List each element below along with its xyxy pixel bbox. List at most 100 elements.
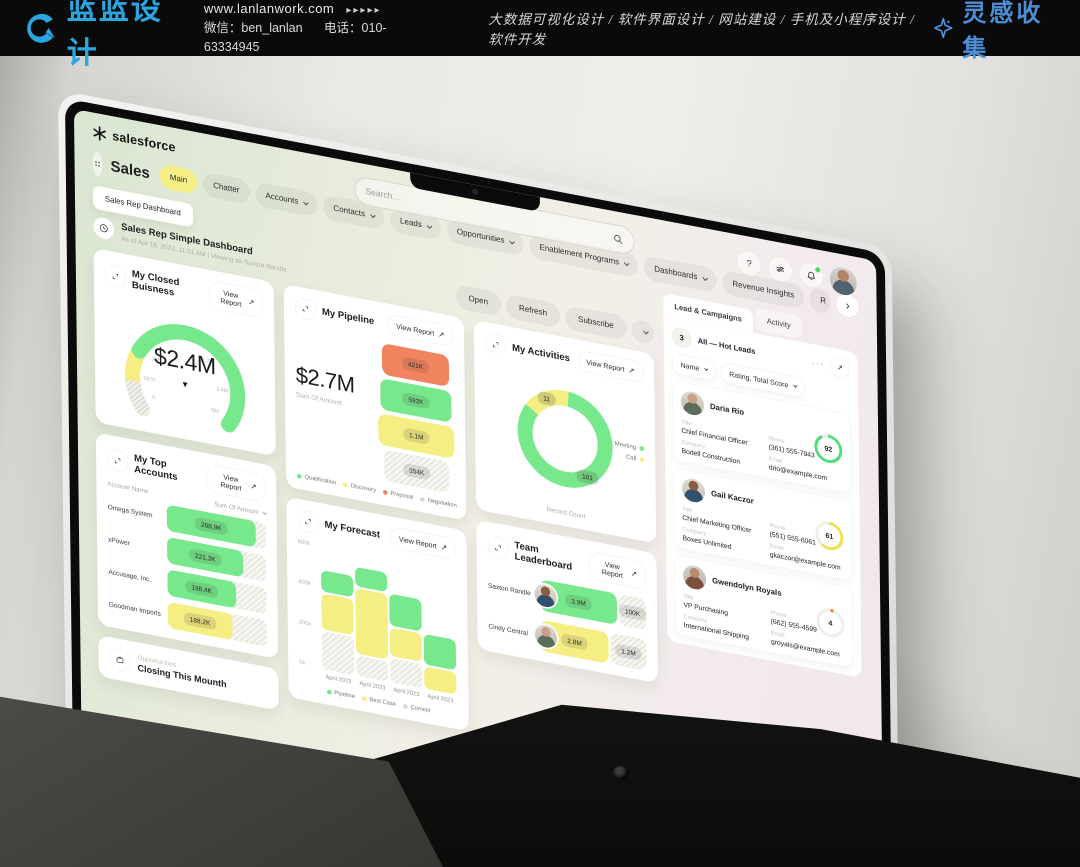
open-panel-button[interactable]: ↗	[829, 355, 850, 380]
laptop: salesforce ?	[58, 90, 900, 867]
help-button[interactable]: ?	[736, 248, 762, 279]
nav-tab-dashboards[interactable]: Dashboards	[644, 255, 717, 294]
chevron-down-icon	[643, 328, 649, 335]
notifications-button[interactable]	[798, 260, 824, 291]
expand-button[interactable]	[106, 448, 129, 474]
search-icon[interactable]	[613, 233, 624, 246]
expand-button[interactable]	[294, 296, 317, 322]
help-icon: ?	[746, 257, 752, 269]
more-actions-button[interactable]	[631, 318, 654, 345]
settings-button[interactable]	[767, 254, 793, 285]
camera-icon	[472, 188, 479, 196]
view-report-button[interactable]: View Report ↗	[387, 313, 454, 348]
nav-tab-chatter[interactable]: Chatter	[203, 171, 250, 205]
laptop-bezel: salesforce ?	[64, 98, 893, 867]
bar-value: 188,2K	[183, 611, 217, 631]
column-2: My Pipeline View Report ↗ $2.7M	[283, 284, 469, 747]
lead-filter-label[interactable]: All — Hot Leads	[697, 336, 756, 356]
bar-value: 221,3K	[188, 547, 222, 567]
activities-card: My Activities View Report ↗	[473, 319, 657, 544]
expand-icon	[495, 545, 501, 551]
more-options-icon[interactable]: ···	[811, 356, 824, 370]
laptop-screen: salesforce ?	[73, 108, 884, 867]
expand-icon	[305, 518, 311, 525]
view-report-button[interactable]: View Report ↗	[390, 526, 456, 561]
card-title: My Top Accounts	[133, 452, 178, 483]
avatar	[680, 389, 705, 418]
sliders-icon	[776, 266, 785, 272]
svg-text:5M: 5M	[211, 408, 219, 415]
refresh-button[interactable]: Refresh	[505, 293, 561, 329]
app-launcher-button[interactable]	[92, 149, 103, 179]
lanlan-logo-text: 蓝蓝设计	[66, 0, 163, 70]
top-accounts-card: My Top Accounts View Report ↗ Account Nam…	[95, 432, 279, 659]
lanlan-logo-icon	[27, 13, 56, 43]
pipeline-card: My Pipeline View Report ↗ $2.7M	[283, 284, 467, 521]
bell-icon	[807, 271, 815, 280]
stacked-bar-chart: 600k 400k 200k 0k	[298, 538, 458, 695]
bar-value: 2.8M	[561, 632, 588, 651]
card-title: My Pipeline	[321, 306, 375, 327]
bar-value: 3.9M	[565, 593, 592, 611]
chevron-down-icon	[262, 510, 267, 515]
sparkle-star-icon	[933, 17, 953, 39]
top-banner: 蓝蓝设计 www.lanlanwork.com ▸▸▸▸▸ 微信：ben_lan…	[0, 0, 1080, 70]
nav-tab-accounts[interactable]: Accounts	[255, 181, 318, 218]
donut-chart: 11 101 Meeting Call	[489, 361, 645, 520]
nav-tab-main[interactable]: Main	[159, 163, 198, 195]
view-report-button[interactable]: View Report ↗	[577, 349, 644, 384]
banner-arrows-icon: ▸▸▸▸▸	[346, 4, 382, 16]
forecast-card: My Forecast View Report ↗ 600k	[286, 496, 469, 732]
view-report-button[interactable]: View Report ↗	[206, 463, 266, 503]
lead-name: Gail Kaczor	[710, 489, 754, 506]
svg-text:787K: 787K	[143, 376, 156, 384]
bar-value: 268,9K	[194, 516, 228, 536]
svg-text:1M: 1M	[152, 356, 160, 363]
grid-dots-icon	[95, 161, 100, 167]
expand-button[interactable]	[104, 263, 127, 290]
lead-name: Daria Rio	[709, 402, 745, 418]
briefcase-icon	[116, 656, 124, 664]
sort-by-name[interactable]: Name	[671, 352, 716, 382]
notification-dot	[815, 266, 821, 273]
app-navigation: Sales Main Chatter Accounts Contacts Lea…	[92, 149, 860, 321]
card-title: My Forecast	[324, 519, 381, 541]
expand-button[interactable]	[484, 332, 507, 358]
expand-icon	[492, 342, 499, 348]
expand-button[interactable]	[297, 508, 319, 535]
lead-count-badge: 3	[671, 325, 692, 350]
lead-name: Gwendolyn Royals	[712, 576, 782, 599]
arrow-up-right-icon: ↗	[440, 542, 448, 553]
chevron-down-icon	[369, 212, 376, 219]
arrow-up-right-icon: ↗	[628, 365, 635, 376]
column-1: My Closed Buisness View Report ↗	[93, 248, 279, 711]
banner-website: www.lanlanwork.com	[203, 0, 335, 16]
subscribe-button[interactable]: Subscribe	[564, 304, 627, 341]
open-button[interactable]: Open	[455, 284, 502, 318]
view-report-button[interactable]: View Report ↗	[208, 279, 264, 319]
opportunities-card: Oppotrunities Closing This Mounth	[98, 634, 279, 711]
dashboard-icon-button[interactable]	[93, 215, 115, 241]
briefcase-button[interactable]	[109, 647, 131, 673]
user-avatar[interactable]	[829, 265, 857, 298]
chevron-down-icon	[303, 199, 309, 206]
salesforce-wordmark: salesforce	[112, 128, 176, 155]
app-name: Sales	[110, 157, 150, 182]
header-icons: ?	[736, 247, 857, 298]
column-3: My Activities View Report ↗	[473, 319, 659, 783]
banner-phone: 电话：010-63334945	[203, 20, 387, 55]
bar-value: 1.2M	[615, 643, 642, 661]
expand-icon	[112, 273, 119, 279]
bar-column	[389, 593, 423, 689]
arrow-up-right-icon: ↗	[248, 297, 255, 308]
expand-button[interactable]	[487, 535, 509, 561]
gauge-value: $2.4M	[153, 341, 216, 380]
arrow-up-right-icon: ↗	[630, 568, 638, 579]
dashboard-toolbar: Sales Rep Simple Dashboard As of Apr 18,…	[93, 215, 654, 346]
view-report-button[interactable]: View Report ↗	[589, 550, 646, 591]
arrow-up-right-icon: ↗	[836, 362, 844, 373]
salesforce-dashboard: salesforce ?	[74, 109, 882, 867]
global-search[interactable]	[354, 175, 635, 257]
chevron-down-icon	[509, 238, 516, 245]
arrow-up-right-icon: ↗	[438, 329, 445, 340]
